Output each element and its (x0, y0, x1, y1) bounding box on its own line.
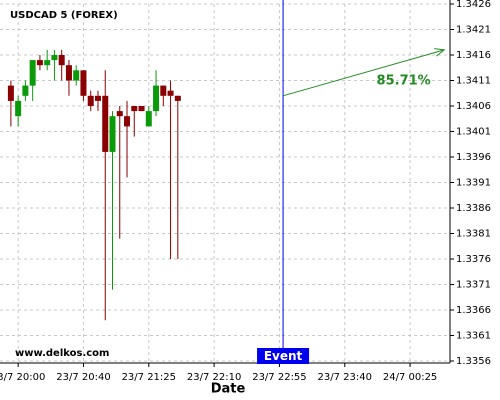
candle (153, 70, 160, 117)
prediction-arrow (282, 49, 445, 97)
candle (7, 80, 14, 127)
candle (22, 80, 29, 101)
candle-body (131, 106, 138, 112)
x-axis-label: Date (211, 382, 246, 397)
candle (29, 60, 36, 101)
candle (174, 95, 181, 259)
candle (65, 60, 72, 96)
candle (44, 49, 51, 71)
y-tick-label: 1.3416 (456, 50, 491, 61)
candle-body (51, 55, 58, 61)
y-tick-label: 1.3391 (456, 178, 491, 189)
arrow-head (434, 48, 446, 57)
candle-body (80, 70, 87, 96)
candle-body (87, 95, 94, 106)
candle-body (36, 60, 43, 66)
x-tick-label: 23/7 21:25 (122, 372, 176, 383)
y-tick-label: 1.3386 (456, 203, 491, 214)
y-tick-label: 1.3356 (456, 356, 491, 367)
candle (102, 70, 109, 321)
candle-body (58, 55, 65, 66)
candle-body (153, 85, 160, 112)
watermark: www.delkos.com (15, 348, 109, 359)
candle (80, 70, 87, 101)
candle (87, 90, 94, 112)
candle-body (7, 85, 14, 101)
candle (94, 90, 101, 112)
y-tick-label: 1.3366 (456, 305, 491, 316)
candle-body (65, 65, 72, 81)
y-tick-label: 1.3421 (456, 25, 491, 36)
candle-body (29, 60, 36, 86)
candle (109, 111, 116, 290)
candle-body (94, 95, 101, 101)
candle-body (44, 60, 51, 66)
candle-body (15, 100, 22, 117)
x-tick-label: 23/7 22:55 (252, 372, 306, 383)
candle-body (22, 85, 29, 96)
event-box (257, 348, 310, 364)
candle-body (167, 90, 174, 96)
candle (160, 85, 167, 106)
candle (124, 100, 131, 178)
chart-title: USDCAD 5 (FOREX) (10, 10, 118, 21)
candle-body (138, 106, 145, 112)
candle-body (109, 116, 116, 152)
prediction-label: 85.71% (377, 73, 431, 88)
candle-body (124, 116, 131, 127)
candle-body (145, 111, 152, 127)
candle-body (116, 111, 123, 117)
x-tick-label: 23/7 20:40 (56, 372, 110, 383)
y-tick-label: 1.3426 (456, 0, 491, 10)
y-tick-label: 1.3406 (456, 101, 491, 112)
candle (73, 65, 80, 86)
y-tick-label: 1.3381 (456, 229, 491, 240)
x-tick-label: 24/7 00:25 (383, 372, 437, 383)
x-tick-label: 23/7 22:10 (187, 372, 241, 383)
candle (116, 106, 123, 239)
y-tick-label: 1.3361 (456, 331, 491, 342)
y-tick-label: 1.3411 (456, 76, 491, 87)
y-tick-label: 1.3371 (456, 280, 491, 291)
candle-body (73, 70, 80, 81)
y-tick-label: 1.3376 (456, 254, 491, 265)
candle-body (102, 95, 109, 152)
candle (167, 80, 174, 259)
candle (58, 49, 65, 81)
y-tick-label: 1.3401 (456, 127, 491, 138)
event-label: Event (264, 349, 303, 363)
candle (51, 49, 58, 81)
candle (145, 106, 152, 127)
candle (138, 106, 145, 112)
candle (15, 95, 22, 127)
candle (131, 106, 138, 137)
x-tick-label: 23/7 23:40 (318, 372, 372, 383)
candle-body (160, 85, 167, 96)
candle-body (174, 95, 181, 101)
x-tick-label: 23/7 20:00 (0, 372, 45, 383)
candle (36, 55, 43, 71)
y-tick-label: 1.3396 (456, 152, 491, 163)
